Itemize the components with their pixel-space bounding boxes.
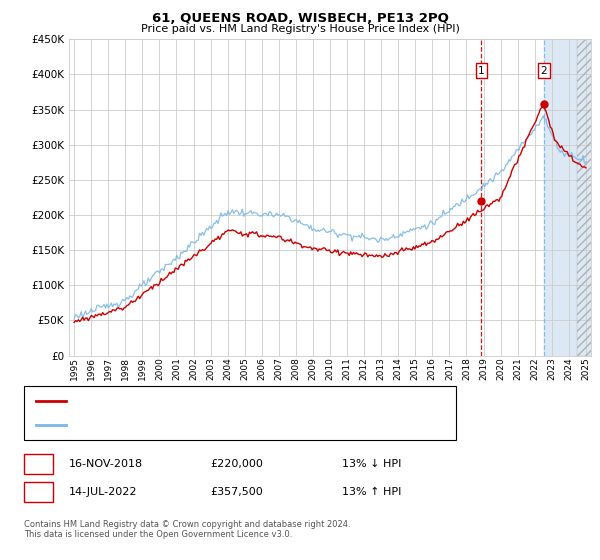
Text: 16-NOV-2018: 16-NOV-2018 (69, 459, 143, 469)
Text: 14-JUL-2022: 14-JUL-2022 (69, 487, 137, 497)
Text: 61, QUEENS ROAD, WISBECH, PE13 2PQ: 61, QUEENS ROAD, WISBECH, PE13 2PQ (152, 12, 448, 25)
Text: 13% ↑ HPI: 13% ↑ HPI (342, 487, 401, 497)
Bar (577, 39, 595, 356)
Text: HPI: Average price, detached house, Fenland: HPI: Average price, detached house, Fenl… (75, 419, 309, 430)
Text: £220,000: £220,000 (210, 459, 263, 469)
Text: £357,500: £357,500 (210, 487, 263, 497)
Bar (544, 39, 595, 356)
Text: 13% ↓ HPI: 13% ↓ HPI (342, 459, 401, 469)
Text: 2: 2 (35, 487, 42, 497)
Text: 61, QUEENS ROAD, WISBECH, PE13 2PQ (detached house): 61, QUEENS ROAD, WISBECH, PE13 2PQ (deta… (75, 396, 379, 407)
Text: Price paid vs. HM Land Registry's House Price Index (HPI): Price paid vs. HM Land Registry's House … (140, 24, 460, 34)
Text: 1: 1 (35, 459, 42, 469)
Text: 2: 2 (541, 66, 547, 76)
Text: Contains HM Land Registry data © Crown copyright and database right 2024.
This d: Contains HM Land Registry data © Crown c… (24, 520, 350, 539)
Text: 1: 1 (478, 66, 485, 76)
